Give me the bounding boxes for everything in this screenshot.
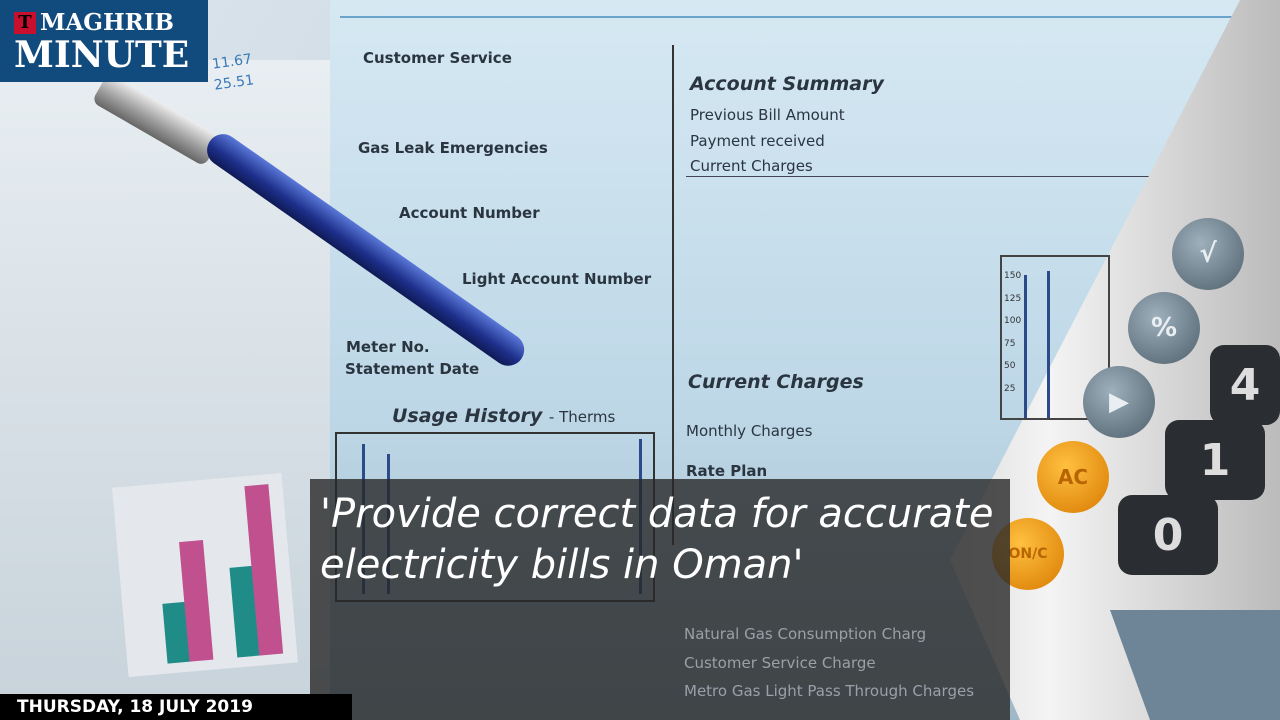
bill-label: Statement Date [345,360,480,378]
axis-tick: 50 [1004,361,1016,371]
key-0: 0 [1118,495,1218,575]
axis-tick: 125 [1004,293,1022,304]
axis-tick: 150 [1004,271,1022,281]
charges-item: Monthly Charges [686,422,813,440]
current-charges-title: Current Charges [688,371,864,393]
bill-label: Gas Leak Emergencies [358,139,548,157]
logo-line1: MAGHRIB [40,9,174,36]
chart-bar [1024,275,1027,418]
date: THURSDAY, 18 JULY 2019 [17,697,253,717]
bar-chart-paper [112,472,298,678]
bill-label: Account Number [399,204,540,222]
divider [686,176,1156,177]
faded-line: Customer Service Charge [684,654,876,672]
divider [340,16,1260,18]
usage-unit: - Therms [548,408,616,426]
headline: 'Provide correct data for accurate elect… [320,491,994,588]
summary-item: Previous Bill Amount [690,106,845,124]
faded-line: Natural Gas Consumption Charg [684,625,927,643]
bill-label: Light Account Number [462,270,652,288]
logo-line2: MINUTE [14,34,190,76]
summary-item: Payment received [690,132,825,150]
ac-key: AC [1037,441,1109,513]
bill-chart: 150 125 100 75 50 25 [1000,255,1110,420]
account-summary-title: Account Summary [690,73,884,95]
axis-tick: 100 [1004,316,1022,326]
axis-ticks: 150 125 100 75 50 25 [1004,265,1021,400]
bill-label: Customer Service [363,49,512,67]
bill-label: Meter No. [346,338,430,356]
axis-tick: 75 [1004,338,1016,349]
headline-overlay: 'Provide correct data for accurate elect… [310,479,1010,720]
usage-history-label: Usage History [392,405,543,427]
key-1: 1 [1165,420,1265,500]
divider [672,45,674,545]
faded-line: Metro Gas Light Pass Through Charges [684,682,975,700]
percent-key: % [1128,292,1200,364]
summary-item: Current Charges [690,157,813,175]
sqrt-key: √ [1172,218,1244,290]
charges-item: Rate Plan [686,462,768,480]
logo-mark: T [14,12,36,34]
date-bar: THURSDAY, 18 JULY 2019 [0,694,352,720]
key-4: 4 [1210,345,1280,425]
logo: T MAGHRIB MINUTE [0,0,208,82]
usage-history-title: Usage History - Therms [392,405,615,427]
play-key: ▶ [1083,366,1155,438]
axis-tick: 25 [1004,383,1016,394]
chart-bar [1047,271,1050,418]
